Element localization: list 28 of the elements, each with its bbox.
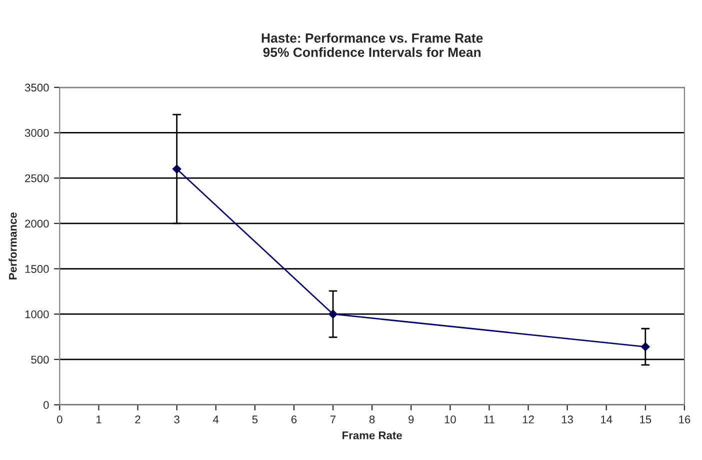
chart-title: Haste: Performance vs. Frame Rate 95% Confidence Intervals for Mean xyxy=(262,33,483,57)
x-tick-label: 8 xyxy=(369,416,375,424)
x-tick-label: 12 xyxy=(522,416,534,424)
x-tick-label: 7 xyxy=(330,416,336,424)
y-tick-label: 2000 xyxy=(25,220,49,228)
x-tick-label: 4 xyxy=(213,416,219,424)
x-tick-label: 13 xyxy=(562,416,573,424)
y-tick-label: 1500 xyxy=(25,265,49,273)
y-tick-label: 0 xyxy=(44,401,49,409)
x-tick-label: 6 xyxy=(291,416,297,424)
y-tick-label: 3500 xyxy=(24,84,49,92)
x-tick-label: 15 xyxy=(640,416,652,424)
y-tick-label: 3000 xyxy=(24,129,49,137)
x-tick-label: 11 xyxy=(484,416,494,424)
y-axis-title: Performance xyxy=(8,212,17,280)
x-tick-label: 3 xyxy=(174,416,180,424)
x-tick-label: 2 xyxy=(135,416,140,424)
x-tick-label: 0 xyxy=(57,416,62,424)
x-axis-title: Frame Rate xyxy=(342,432,402,440)
y-tick-label: 2500 xyxy=(25,174,49,182)
y-tick-label: 500 xyxy=(31,356,49,364)
x-tick-label: 14 xyxy=(601,416,612,424)
x-tick-label: 5 xyxy=(252,416,258,424)
x-tick-label: 1 xyxy=(96,416,102,424)
x-tick-label: 9 xyxy=(408,416,414,424)
x-tick-label: 16 xyxy=(679,416,690,424)
x-tick-label: 10 xyxy=(444,416,456,424)
y-tick-label: 1000 xyxy=(25,310,49,318)
